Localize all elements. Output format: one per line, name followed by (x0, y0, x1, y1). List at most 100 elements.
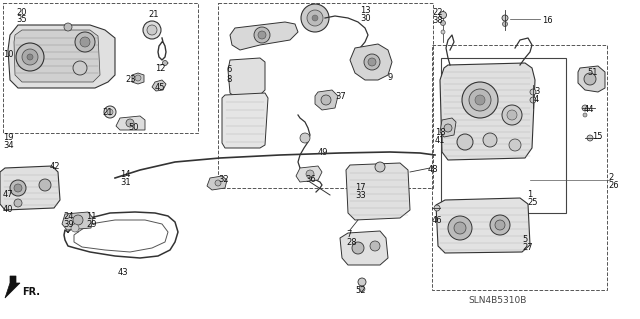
Text: 6: 6 (226, 65, 232, 74)
Circle shape (509, 139, 521, 151)
Circle shape (143, 21, 161, 39)
Polygon shape (436, 198, 530, 253)
Circle shape (39, 179, 51, 191)
Circle shape (258, 31, 266, 39)
Text: 43: 43 (118, 268, 129, 277)
Circle shape (300, 133, 310, 143)
Text: 30: 30 (360, 14, 371, 23)
Polygon shape (14, 30, 100, 82)
Circle shape (352, 242, 364, 254)
Text: 34: 34 (3, 141, 13, 150)
Circle shape (307, 10, 323, 26)
Polygon shape (340, 231, 388, 265)
Circle shape (454, 222, 466, 234)
Text: 26: 26 (608, 181, 619, 190)
Circle shape (530, 97, 536, 103)
Circle shape (27, 54, 33, 60)
Circle shape (22, 49, 38, 65)
Text: 5: 5 (522, 235, 527, 244)
Text: 4: 4 (534, 95, 540, 104)
Bar (441, 58, 566, 213)
Polygon shape (222, 93, 268, 148)
Circle shape (135, 75, 141, 81)
Circle shape (448, 216, 472, 240)
Text: 18: 18 (435, 128, 445, 137)
Text: 21: 21 (102, 108, 113, 117)
Text: 40: 40 (3, 205, 13, 214)
Circle shape (462, 82, 498, 118)
Polygon shape (62, 212, 93, 230)
Text: 37: 37 (335, 92, 346, 101)
Text: 33: 33 (355, 191, 365, 200)
Circle shape (358, 278, 366, 286)
Text: 32: 32 (218, 175, 228, 184)
Text: 46: 46 (432, 216, 443, 225)
Circle shape (14, 184, 22, 192)
Circle shape (583, 113, 587, 117)
Circle shape (584, 73, 596, 85)
Circle shape (64, 23, 72, 31)
Text: 44: 44 (584, 105, 595, 114)
Circle shape (441, 30, 445, 34)
Text: 19: 19 (3, 133, 13, 142)
Bar (3, 3, 198, 133)
Text: 31: 31 (120, 178, 131, 187)
Polygon shape (440, 63, 535, 160)
Text: 11: 11 (86, 212, 97, 221)
Text: 1: 1 (527, 190, 532, 199)
Circle shape (495, 220, 505, 230)
Text: 12: 12 (155, 64, 166, 73)
Text: 8: 8 (226, 75, 232, 84)
Circle shape (104, 106, 116, 118)
Text: 35: 35 (16, 15, 27, 24)
Circle shape (530, 89, 536, 95)
Circle shape (215, 180, 221, 186)
Polygon shape (440, 118, 456, 137)
Circle shape (434, 205, 440, 211)
Text: 14: 14 (120, 170, 131, 179)
Text: 17: 17 (355, 183, 365, 192)
Text: 28: 28 (346, 238, 356, 247)
Text: 16: 16 (542, 16, 552, 25)
Circle shape (502, 105, 522, 125)
Polygon shape (350, 44, 392, 80)
Text: 42: 42 (50, 162, 61, 171)
Text: 52: 52 (355, 286, 365, 295)
Polygon shape (228, 58, 265, 97)
Circle shape (107, 109, 113, 115)
Text: 45: 45 (155, 83, 166, 92)
Circle shape (469, 89, 491, 111)
Circle shape (147, 25, 157, 35)
Circle shape (312, 15, 318, 21)
Text: 36: 36 (305, 175, 316, 184)
Bar (432, 45, 607, 290)
Text: 50: 50 (128, 123, 138, 132)
Circle shape (126, 119, 134, 127)
Text: 22: 22 (432, 8, 442, 17)
Text: FR.: FR. (22, 287, 40, 297)
Polygon shape (116, 116, 145, 130)
Text: 20: 20 (16, 8, 26, 17)
Polygon shape (207, 176, 227, 190)
Circle shape (368, 58, 376, 66)
Circle shape (301, 4, 329, 32)
Text: 24: 24 (63, 212, 74, 221)
Circle shape (587, 135, 593, 141)
Circle shape (375, 162, 385, 172)
Polygon shape (296, 166, 322, 182)
Polygon shape (8, 25, 115, 88)
Circle shape (306, 170, 314, 178)
Circle shape (457, 134, 473, 150)
Text: SLN4B5310B: SLN4B5310B (468, 296, 526, 305)
Circle shape (73, 215, 83, 225)
Polygon shape (346, 163, 410, 220)
Circle shape (359, 286, 365, 292)
Circle shape (490, 215, 510, 235)
Text: 49: 49 (318, 148, 328, 157)
Text: 21: 21 (148, 10, 159, 19)
Circle shape (502, 21, 508, 26)
Circle shape (16, 43, 44, 71)
Text: 2: 2 (608, 173, 613, 182)
Circle shape (10, 180, 26, 196)
Circle shape (80, 37, 90, 47)
